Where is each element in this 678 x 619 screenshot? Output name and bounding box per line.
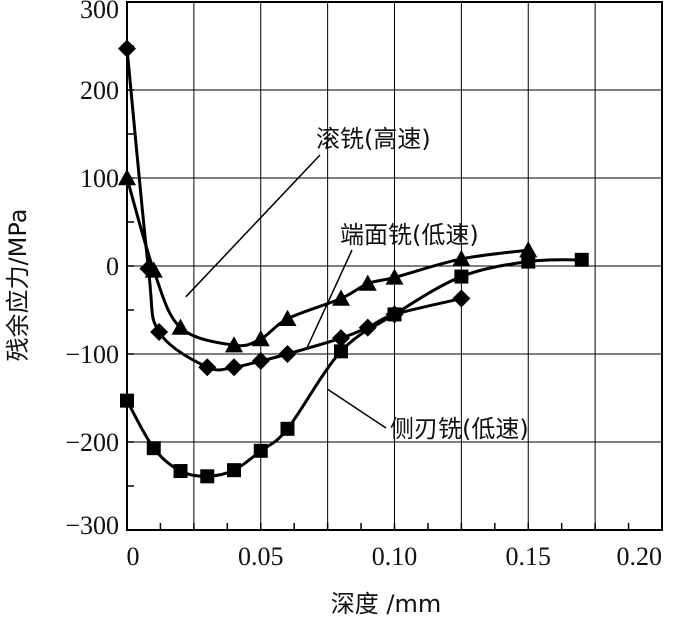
annotation-ce-ren-xi: 侧刃铣(低速) (390, 415, 529, 443)
diamond-marker (251, 352, 270, 371)
leader-duan-mian-xi (305, 249, 353, 350)
series-lines (125, 48, 582, 478)
triangle-marker (225, 336, 243, 353)
x-tick-label: 0.05 (238, 542, 284, 571)
triangle-marker (171, 318, 190, 335)
square-marker (574, 252, 589, 267)
x-tick-label: 0.15 (506, 542, 552, 571)
square-marker (200, 469, 215, 484)
leader-gun-xi (185, 154, 321, 298)
y-tick-label: 100 (80, 164, 119, 193)
square-marker (253, 443, 268, 458)
triangle-marker (118, 169, 136, 186)
triangle-marker (278, 309, 297, 326)
triangle-marker (332, 289, 350, 306)
y-tick-label: 200 (80, 76, 119, 105)
y-axis-title: 残余应力/MPa (4, 209, 32, 362)
series-markers (118, 39, 589, 484)
diamond-marker (225, 358, 243, 377)
square-marker (387, 307, 402, 322)
x-tick-labels: 0 0.05 0.10 0.15 0.20 (127, 542, 663, 571)
square-marker (173, 464, 188, 479)
annotation-duan-mian-xi: 端面铣(低速) (340, 221, 479, 249)
y-tick-label: −200 (65, 428, 119, 457)
square-marker (146, 441, 161, 456)
square-marker (120, 393, 134, 408)
diamond-marker (150, 323, 169, 341)
x-axis-title: 深度 /mm (331, 590, 441, 618)
x-tick-label: 0.10 (372, 542, 418, 571)
annotation-leader-lines (185, 154, 387, 429)
triangle-marker (519, 241, 538, 258)
diamond-marker (452, 289, 471, 308)
y-tick-label: −300 (65, 511, 119, 540)
square-marker (334, 344, 348, 359)
triangle-marker (144, 261, 163, 278)
y-tick-label: 300 (80, 0, 119, 24)
leader-ce-ren-xi (327, 388, 387, 429)
diamond-marker (332, 329, 350, 348)
square-marker (454, 269, 469, 284)
y-tick-label: −100 (65, 340, 119, 369)
x-tick-label: 0.20 (617, 542, 663, 571)
triangle-marker (452, 249, 471, 267)
annotation-gun-xi: 滚铣(高速) (316, 125, 431, 153)
triangle-marker (385, 268, 404, 285)
diamond-marker (198, 358, 217, 377)
x-tick-label: 0 (127, 542, 140, 571)
diamond-marker (358, 318, 377, 337)
triangle-marker (358, 274, 377, 291)
diamond-marker (118, 39, 136, 58)
square-marker (521, 254, 536, 269)
y-tick-label: 0 (106, 252, 119, 281)
square-marker (280, 421, 295, 436)
square-marker (227, 463, 241, 478)
triangle-marker (251, 330, 270, 347)
y-tick-labels: 300 200 100 0 −100 −200 −300 (65, 0, 119, 540)
diamond-marker (278, 345, 297, 363)
